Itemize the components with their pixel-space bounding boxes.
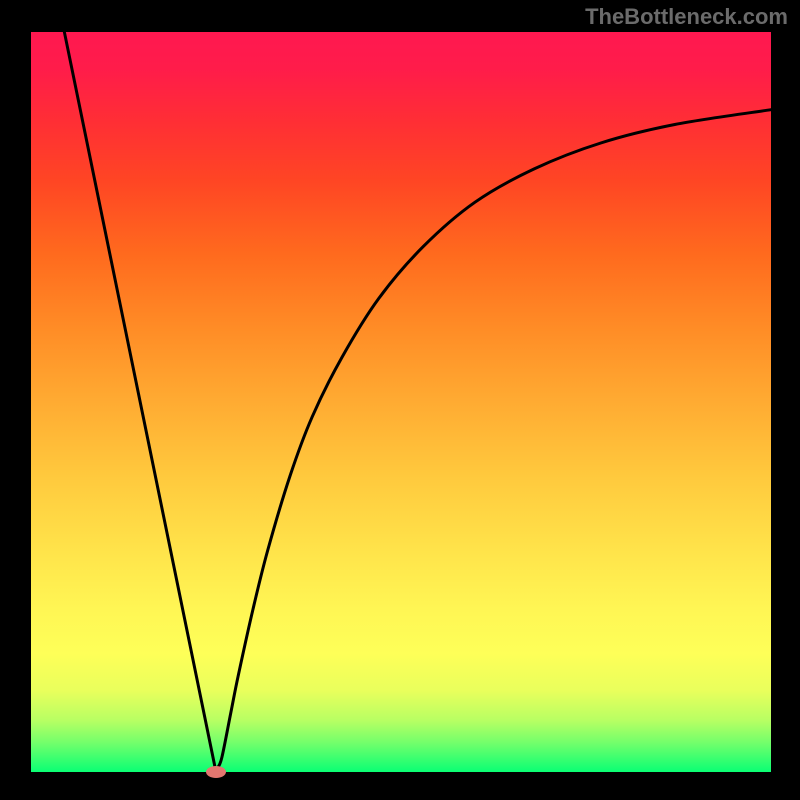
attribution-text: TheBottleneck.com bbox=[585, 4, 788, 29]
plot-background-gradient bbox=[31, 32, 771, 772]
bottleneck-chart: TheBottleneck.com bbox=[0, 0, 800, 800]
chart-canvas: TheBottleneck.com bbox=[0, 0, 800, 800]
optimal-point-marker bbox=[206, 766, 226, 778]
